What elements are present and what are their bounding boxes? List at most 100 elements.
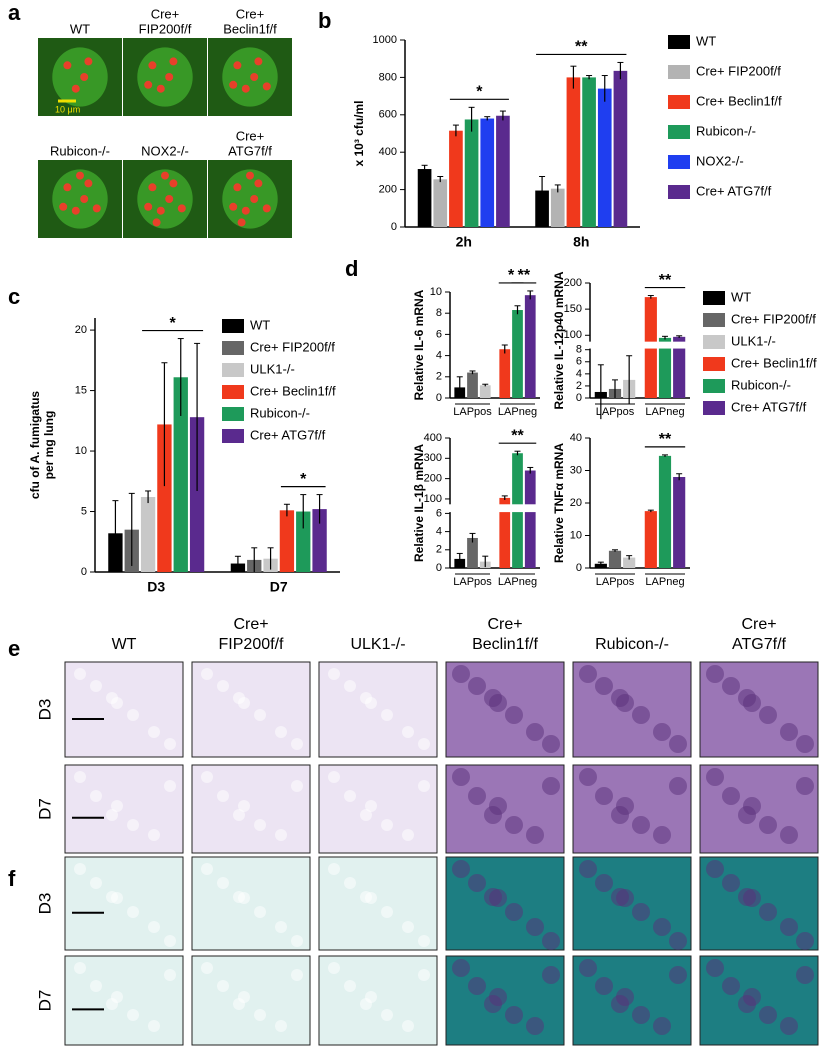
tissue	[328, 668, 340, 680]
tissue	[233, 998, 245, 1010]
phagosome	[161, 171, 169, 180]
y-axis-label: Relative IL-6 mRNA	[412, 289, 426, 400]
x-tick-label: LAPpos	[453, 406, 492, 418]
bar	[673, 477, 686, 568]
tissue	[127, 906, 139, 918]
y-tick-label: 300	[424, 452, 442, 464]
legend-label: Cre+ FIP200f/f	[731, 311, 816, 326]
y-tick-label: 150	[564, 303, 582, 315]
y-tick-label: 0	[436, 562, 442, 574]
phagosome	[148, 183, 157, 192]
tissue	[595, 677, 613, 695]
tissue	[780, 723, 798, 741]
tissue	[74, 771, 86, 783]
y-tick-label: 6	[576, 356, 582, 368]
legend-swatch	[222, 385, 244, 399]
legend-label: Rubicon-/-	[696, 123, 756, 138]
phagosome	[92, 204, 101, 213]
tissue	[669, 735, 687, 753]
panel-letter: d	[345, 256, 358, 281]
tissue	[452, 768, 470, 786]
tissue	[579, 959, 597, 977]
tissue	[74, 668, 86, 680]
tissue	[706, 860, 724, 878]
tissue	[484, 995, 502, 1013]
legend-label: NOX2-/-	[696, 153, 744, 168]
tissue	[611, 888, 629, 906]
bar	[157, 424, 172, 572]
phagosome	[156, 84, 165, 93]
tissue	[669, 966, 687, 984]
tissue	[328, 863, 340, 875]
y-tick-label: 200	[564, 277, 582, 289]
image-label: NOX2-/-	[141, 143, 189, 158]
tissue	[796, 777, 814, 795]
tissue	[201, 771, 213, 783]
y-tick-label: 400	[424, 432, 442, 444]
tissue	[418, 780, 430, 792]
y-tick-label: 30	[570, 464, 582, 476]
significance-label: *	[169, 315, 176, 332]
tissue	[468, 787, 486, 805]
phagosome	[144, 80, 153, 89]
legend-swatch	[222, 407, 244, 421]
x-tick-label: 8h	[573, 234, 589, 250]
image-label: Cre+	[236, 128, 265, 143]
tissue	[759, 903, 777, 921]
legend-swatch	[668, 65, 690, 79]
tissue	[381, 709, 393, 721]
significance-label: **	[575, 39, 588, 56]
tissue	[796, 966, 814, 984]
x-tick-label: LAPpos	[596, 406, 635, 418]
phagosome	[246, 171, 254, 180]
axis-break	[582, 341, 692, 349]
tissue	[233, 692, 245, 704]
y-tick-label: 1000	[373, 34, 397, 46]
tissue	[328, 771, 340, 783]
tissue	[632, 706, 650, 724]
significance-label: *	[476, 84, 483, 101]
tissue	[780, 1017, 798, 1035]
column-header: Beclin1f/f	[472, 636, 538, 653]
legend-swatch	[703, 357, 725, 371]
tissue	[452, 665, 470, 683]
bar	[512, 310, 523, 398]
y-tick-label: 100	[564, 329, 582, 341]
significance-label: **	[511, 427, 524, 444]
y-tick-label: 40	[570, 432, 582, 444]
phagosome	[63, 183, 72, 192]
tissue	[579, 768, 597, 786]
tissue	[706, 768, 724, 786]
y-axis-label: Relative IL-1β mRNA	[412, 444, 426, 562]
micrograph	[64, 661, 184, 758]
tissue	[632, 903, 650, 921]
tissue	[344, 680, 356, 692]
legend-swatch	[222, 341, 244, 355]
tissue	[632, 1006, 650, 1024]
bar	[467, 537, 478, 568]
legend-swatch	[703, 335, 725, 349]
phagosome	[165, 195, 174, 203]
tissue	[238, 800, 250, 812]
tissue	[722, 677, 740, 695]
tissue	[526, 826, 544, 844]
legend-swatch	[668, 95, 690, 109]
tissue	[706, 959, 724, 977]
bar	[479, 385, 491, 398]
bar	[449, 130, 463, 227]
column-header: WT	[112, 636, 137, 653]
tissue	[254, 709, 266, 721]
tissue	[780, 826, 798, 844]
tissue	[402, 921, 414, 933]
y-tick-label: 6	[436, 507, 442, 519]
y-tick-label: 2	[436, 371, 442, 383]
y-tick-label: 100	[424, 493, 442, 505]
tissue	[484, 888, 502, 906]
legend-label: Rubicon-/-	[250, 405, 310, 420]
phagosome	[229, 80, 238, 89]
y-tick-label: 20	[75, 324, 87, 336]
bar	[189, 417, 205, 572]
tissue	[291, 780, 303, 792]
phagosome	[59, 202, 68, 211]
tissue	[106, 692, 118, 704]
